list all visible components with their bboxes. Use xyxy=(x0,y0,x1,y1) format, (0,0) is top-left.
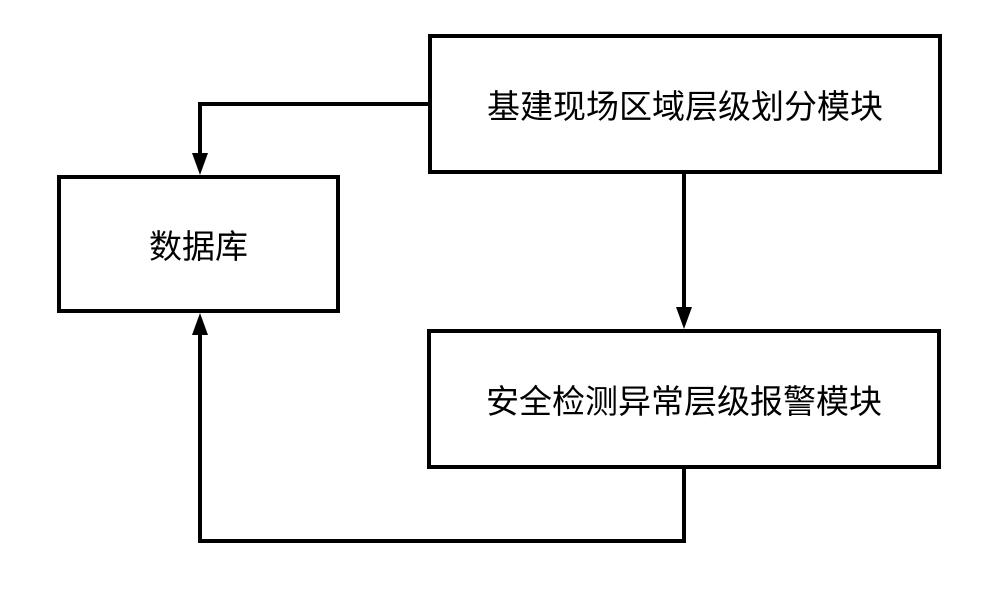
node-label-bot: 安全检测异常层级报警模块 xyxy=(486,375,882,423)
edge-top-db xyxy=(192,104,428,175)
flowchart-canvas: 数据库 基建现场区域层级划分模块安全检测异常层级报警模块 xyxy=(0,0,1000,594)
node-db: 数据库 xyxy=(57,175,340,313)
node-label-top: 基建现场区域层级划分模块 xyxy=(487,80,883,128)
node-top: 基建现场区域层级划分模块 xyxy=(428,34,942,174)
edge-top-bot xyxy=(676,174,692,329)
node-bot: 安全检测异常层级报警模块 xyxy=(427,329,941,469)
node-label-db: 数据库 xyxy=(149,220,248,268)
